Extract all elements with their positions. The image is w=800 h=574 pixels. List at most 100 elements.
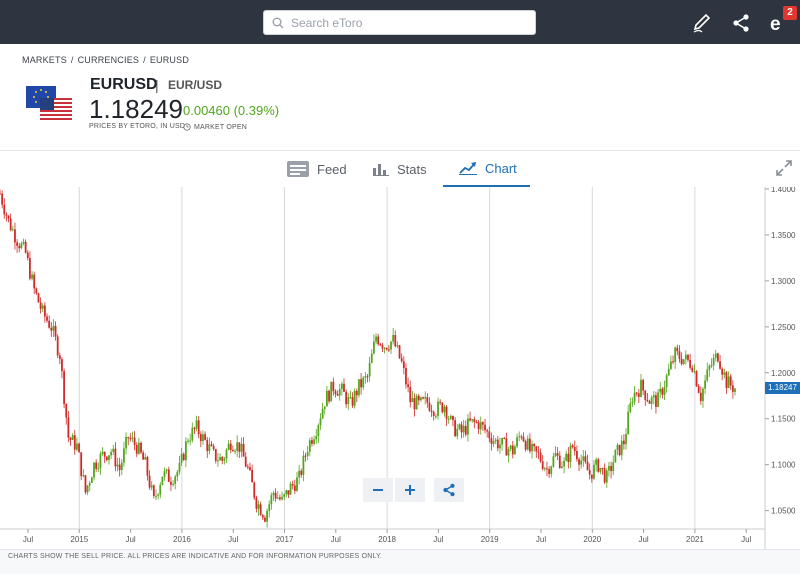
candle-body xyxy=(11,229,14,231)
candle-body xyxy=(563,460,565,467)
candle-body xyxy=(704,380,706,389)
candle-body xyxy=(667,368,670,376)
candle-body xyxy=(246,466,249,468)
edit-icon[interactable] xyxy=(689,10,715,36)
candle-body xyxy=(633,392,636,402)
disclaimer-text: CHARTS SHOW THE SELL PRICE. ALL PRICES A… xyxy=(8,553,383,560)
candle-body xyxy=(195,420,198,429)
current-price: 1.18249 xyxy=(89,94,183,124)
candle-body xyxy=(569,445,572,463)
clock-icon xyxy=(183,123,191,131)
candle-body xyxy=(174,476,177,484)
notification-badge: 2 xyxy=(783,6,797,20)
candle-body xyxy=(133,437,136,445)
x-tick-label: 2018 xyxy=(378,535,396,544)
zoom-out-button[interactable] xyxy=(363,478,393,502)
candle-body xyxy=(142,452,145,460)
candle-body xyxy=(550,466,553,474)
candle-body xyxy=(319,418,322,426)
candle-body xyxy=(501,438,504,445)
candle-body xyxy=(296,477,298,492)
candle-body xyxy=(644,390,647,400)
candle-body xyxy=(699,392,702,401)
search-input[interactable]: Search eToro xyxy=(263,10,536,35)
candle-body xyxy=(311,440,313,444)
candle-body xyxy=(366,376,369,378)
candle-body xyxy=(541,461,544,469)
x-tick-label: Jul xyxy=(23,535,33,544)
candle-body xyxy=(88,482,91,486)
search-placeholder: Search eToro xyxy=(291,15,363,30)
candle-body xyxy=(578,459,580,465)
candle-body xyxy=(229,443,232,450)
candle-body xyxy=(355,390,358,396)
candle-body xyxy=(672,361,674,363)
candle-body xyxy=(206,439,209,452)
share-icon[interactable] xyxy=(728,10,754,36)
candle-body xyxy=(714,353,717,358)
candle-body xyxy=(244,456,247,467)
candle-body xyxy=(347,397,350,405)
candle-body xyxy=(518,436,521,438)
candle-body xyxy=(586,461,589,471)
candle-body xyxy=(236,442,239,451)
candle-body xyxy=(35,288,38,294)
candle-body xyxy=(710,365,713,367)
candle-body xyxy=(266,510,268,522)
candle-body xyxy=(364,376,367,378)
candle-body xyxy=(41,305,44,309)
candle-body xyxy=(456,428,459,437)
y-tick-label: 1.2000 xyxy=(771,369,796,378)
candle-body xyxy=(717,353,719,362)
candle-body xyxy=(680,358,683,364)
candle-body xyxy=(454,420,457,437)
candle-body xyxy=(471,419,474,421)
candle-body xyxy=(82,475,85,477)
candle-body xyxy=(131,437,134,439)
candle-body xyxy=(161,476,164,485)
candle-body xyxy=(605,470,608,483)
candle-body xyxy=(231,449,234,452)
candle-body xyxy=(65,403,68,418)
expand-icon[interactable] xyxy=(776,160,792,176)
candle-body xyxy=(432,411,435,416)
chart-share-button[interactable] xyxy=(434,478,464,502)
candle-body xyxy=(409,386,412,403)
candle-body xyxy=(176,471,179,477)
candle-body xyxy=(317,425,320,437)
candle-body xyxy=(362,377,365,388)
candle-body xyxy=(603,468,606,483)
candle-body xyxy=(135,444,138,454)
candle-body xyxy=(112,448,115,452)
candle-body xyxy=(503,438,506,440)
candle-body xyxy=(127,437,130,439)
breadcrumb-markets[interactable]: MARKETS xyxy=(22,55,67,65)
etoro-notifications-icon[interactable]: e xyxy=(766,10,792,36)
candle-body xyxy=(261,515,264,518)
candle-body xyxy=(398,345,401,359)
candle-body xyxy=(595,459,598,465)
candle-body xyxy=(385,347,388,350)
breadcrumb-currencies[interactable]: CURRENCIES xyxy=(77,55,140,65)
candle-body xyxy=(285,490,288,495)
candle-body xyxy=(328,390,330,402)
market-status: MARKET OPEN xyxy=(183,123,247,131)
tab-feed[interactable]: Feed xyxy=(287,151,347,187)
candle-body xyxy=(358,379,360,396)
candle-body xyxy=(338,388,341,396)
candle-body xyxy=(274,492,277,499)
candle-body xyxy=(289,483,292,495)
candle-body xyxy=(321,408,324,419)
tab-stats[interactable]: Stats xyxy=(373,151,427,187)
candle-body xyxy=(665,375,668,388)
candle-body xyxy=(516,437,518,447)
candle-body xyxy=(375,336,377,342)
zoom-in-button[interactable] xyxy=(395,478,425,502)
candle-body xyxy=(452,415,454,421)
candle-body xyxy=(210,444,213,447)
price-chart[interactable]: 1.4000 1.3500 1.3000 1.2500 1.2000 1.1500 1.10… xyxy=(0,185,800,549)
tab-chart[interactable]: Chart xyxy=(443,151,530,187)
candle-body xyxy=(601,467,604,469)
candle-body xyxy=(7,215,10,219)
candle-body xyxy=(351,397,354,406)
